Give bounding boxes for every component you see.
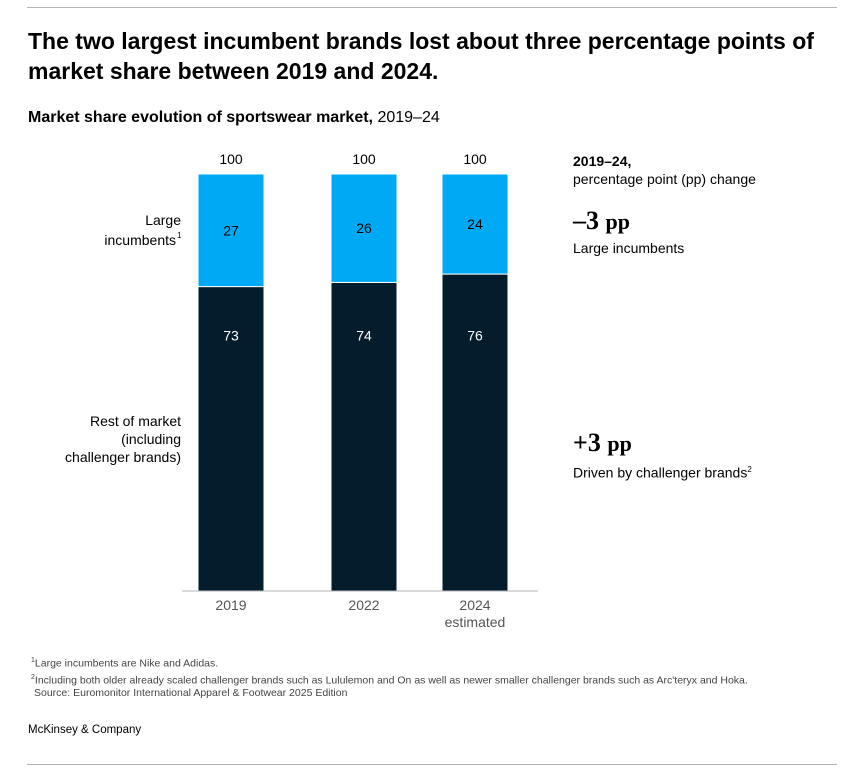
total-label-2022: 100 [352,151,376,167]
change-period: 2019–24, [573,153,632,169]
brand-logo-text: McKinsey & Company [28,724,142,736]
chart-subtitle: Market share evolution of sportswear mar… [28,109,440,127]
segment-label-large-1: Large [145,212,181,228]
change-panel-heading: 2019–24, percentage point (pp) change [573,152,756,188]
bar-segment-rest-2024 [441,273,509,592]
footnote-mark-1: 1 [177,231,182,240]
top-rule [27,7,837,8]
x-tick-sublabel-2024: estimated [445,614,506,630]
data-label-rest-2022: 74 [356,327,372,343]
footnote-1: 1Large incumbents are Nike and Adidas. [31,657,219,670]
bars-group: 73 27 100 2019 74 26 100 2022 76 24 100 2024estimat… [197,151,509,630]
data-label-large-2022: 26 [356,220,372,236]
bottom-rule [27,764,837,765]
subtitle-bold: Market share evolution of sportswear mar… [28,109,373,126]
change-unit-desc: percentage point (pp) change [573,171,756,187]
subtitle-period: 2019–24 [373,109,440,126]
bar-segment-large-2024 [441,173,509,275]
data-label-large-2019: 27 [223,222,239,238]
x-tick-label-2022: 2022 [348,597,379,613]
rest-change-value: +3 pp [573,428,632,457]
large-change-value: –3 pp [573,206,630,235]
segment-label-rest-2: (including [121,431,181,447]
x-tick-label-2019: 2019 [215,597,246,613]
total-label-2024: 100 [463,151,487,167]
footnote-2: 2Including both older already scaled cha… [31,673,748,687]
headline: The two largest incumbent brands lost ab… [28,28,814,84]
large-change-label: Large incumbents [573,240,685,256]
bar-segment-large-2019 [197,173,265,288]
segment-label-rest-3: challenger brands) [65,449,181,465]
x-tick-label-2024: 2024 [459,597,490,613]
total-label-2019: 100 [219,151,243,167]
segment-label-rest-1: Rest of market [90,413,181,429]
rest-change-label: Driven by challenger brands2 [573,464,752,481]
data-label-rest-2019: 73 [223,327,239,343]
data-label-large-2024: 24 [467,216,483,232]
segment-label-large-2: incumbents [104,232,176,248]
source-note: Source: Euromonitor International Appare… [34,687,348,699]
bar-segment-large-2022 [330,173,398,283]
footnotes: 1Large incumbents are Nike and Adidas. 2… [31,654,748,700]
data-label-rest-2024: 76 [467,327,483,343]
